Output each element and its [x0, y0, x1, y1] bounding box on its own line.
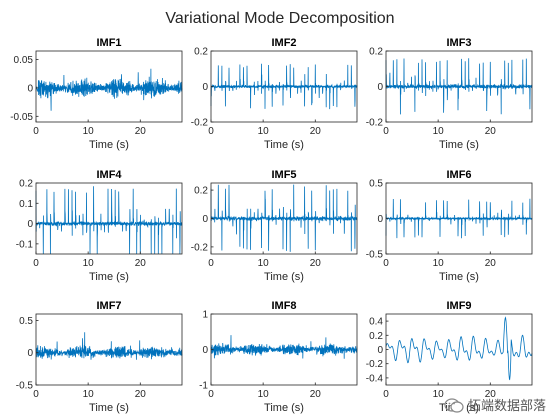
- panel-imf5-ytick-label: 0.2: [194, 186, 208, 197]
- panel-imf2-xtick-label: 20: [310, 126, 322, 137]
- panel-imf7-series-line: [35, 332, 183, 360]
- panel-imf1-ytick-label: 0: [27, 83, 33, 94]
- panel-imf5-xtick-label: 10: [258, 258, 270, 269]
- panel-imf6-ytick-label: 0: [377, 214, 383, 225]
- panel-imf7-xtick-label: 20: [135, 389, 147, 400]
- panel-imf9-ytick-label: 0: [377, 345, 383, 356]
- panel-imf9-xtick-label: 20: [485, 389, 497, 400]
- panel-imf7-xtick-label: 0: [33, 389, 39, 400]
- panel-imf4-ytick-label: 0.2: [19, 179, 33, 190]
- panel-imf7-title: IMF7: [96, 300, 121, 312]
- panel-imf6-ytick-label: 0.5: [369, 179, 383, 190]
- panel-imf5-ytick-label: 0: [202, 214, 208, 225]
- panel-imf7-axes-box: [35, 313, 183, 386]
- panel-imf8-xlabel: Time (s): [264, 402, 304, 414]
- panel-imf5-title: IMF5: [271, 169, 296, 181]
- panel-imf3-xlabel: Time (s): [439, 139, 479, 151]
- panel-imf2-ytick-label: -0.2: [191, 118, 209, 129]
- panel-imf9-xtick-label: 0: [383, 389, 389, 400]
- panel-imf4-xtick-label: 10: [83, 258, 95, 269]
- panel-imf7-ytick-label: -0.5: [16, 381, 34, 392]
- panel-imf9-ytick-label: 0.2: [369, 331, 383, 342]
- panel-imf8-title: IMF8: [271, 300, 296, 312]
- panel-imf2-series-line: [210, 63, 358, 110]
- panel-imf1-title: IMF1: [96, 37, 121, 49]
- panel-imf8-xtick-label: 20: [310, 389, 322, 400]
- panel-imf6-series-line: [385, 198, 533, 239]
- panel-imf5-xtick-label: 20: [310, 258, 322, 269]
- panel-imf4-ytick-label: 0.1: [19, 199, 33, 210]
- figure-title: Variational Mode Decomposition: [165, 10, 394, 27]
- panel-imf9-series-line: [385, 316, 533, 381]
- panel-imf6-xtick-label: 10: [433, 258, 445, 269]
- panel-imf6-xlabel: Time (s): [439, 271, 479, 283]
- panel-imf7-ytick-label: 0.5: [19, 316, 33, 327]
- panel-imf5-xlabel: Time (s): [264, 271, 304, 283]
- panel-imf4-series-line: [35, 186, 183, 255]
- panel-imf4-xtick-label: 20: [135, 258, 147, 269]
- panel-imf2-xtick-label: 0: [208, 126, 214, 137]
- panel-imf6-xtick-label: 0: [383, 258, 389, 269]
- panel-imf4-ytick-label: 0: [27, 219, 33, 230]
- panel-imf5-ytick-label: -0.2: [191, 242, 209, 253]
- panel-imf1-xtick-label: 20: [135, 126, 147, 137]
- panel-imf4-xlabel: Time (s): [89, 271, 129, 283]
- watermark-text: 拓端数据部落: [467, 399, 546, 414]
- panel-imf7-xtick-label: 10: [83, 389, 95, 400]
- panel-imf7-ytick-label: 0: [27, 348, 33, 359]
- panel-imf9-ytick-label: -0.2: [366, 359, 384, 370]
- panel-imf6-title: IMF6: [446, 169, 471, 181]
- panel-imf4-axes-box: [35, 182, 183, 255]
- panel-imf8-ytick-label: 1: [202, 310, 208, 321]
- panel-imf3-ytick-label: -0.2: [366, 118, 384, 129]
- panel-imf1-xtick-label: 0: [33, 126, 39, 137]
- panel-imf5-xtick-label: 0: [208, 258, 214, 269]
- panel-imf3-ytick-label: 0: [377, 82, 383, 93]
- panel-imf4-xtick-label: 0: [33, 258, 39, 269]
- panel-imf9-ytick-label: -0.4: [366, 373, 384, 384]
- panel-imf2-xlabel: Time (s): [264, 139, 304, 151]
- wechat-icon: [444, 397, 464, 413]
- panel-imf3-xtick-label: 20: [485, 126, 497, 137]
- panel-imf3-xtick-label: 0: [383, 126, 389, 137]
- panel-imf1-xlabel: Time (s): [89, 139, 129, 151]
- panel-imf3-series-line: [385, 58, 533, 115]
- panel-imf3-title: IMF3: [446, 37, 471, 49]
- panel-imf8-xtick-label: 0: [208, 389, 214, 400]
- panel-imf2-title: IMF2: [271, 37, 296, 49]
- panel-imf1-axes-box: [35, 50, 183, 123]
- panel-imf9-xtick-label: 10: [433, 389, 445, 400]
- watermark: 拓端数据部落: [444, 395, 546, 414]
- panel-imf9-ytick-label: 0.4: [369, 317, 383, 328]
- panel-imf5-series-line: [210, 184, 358, 252]
- panel-imf1-series-line: [35, 68, 183, 111]
- panel-imf8-ytick-label: -1: [199, 381, 208, 392]
- panel-imf8-ytick-label: 0: [202, 345, 208, 356]
- panel-imf9-title: IMF9: [446, 300, 471, 312]
- panel-imf1-ytick-label: 0.05: [14, 55, 34, 66]
- panel-imf2-xtick-label: 10: [258, 126, 270, 137]
- panel-imf4-title: IMF4: [96, 169, 122, 181]
- panel-imf2-ytick-label: 0.2: [194, 47, 208, 58]
- panel-imf1-xtick-label: 10: [83, 126, 95, 137]
- panel-imf3-ytick-label: 0.2: [369, 47, 383, 58]
- panel-imf8-series-line: [210, 335, 358, 359]
- panel-imf6-xtick-label: 20: [485, 258, 497, 269]
- panel-imf6-ytick-label: -0.5: [366, 250, 384, 261]
- panel-imf2-ytick-label: 0: [202, 82, 208, 93]
- panel-imf4-ytick-label: -0.1: [16, 239, 34, 250]
- panel-imf7-xlabel: Time (s): [89, 402, 129, 414]
- panel-imf1-ytick-label: -0.05: [10, 112, 33, 123]
- panel-imf3-xtick-label: 10: [433, 126, 445, 137]
- panel-imf8-xtick-label: 10: [258, 389, 270, 400]
